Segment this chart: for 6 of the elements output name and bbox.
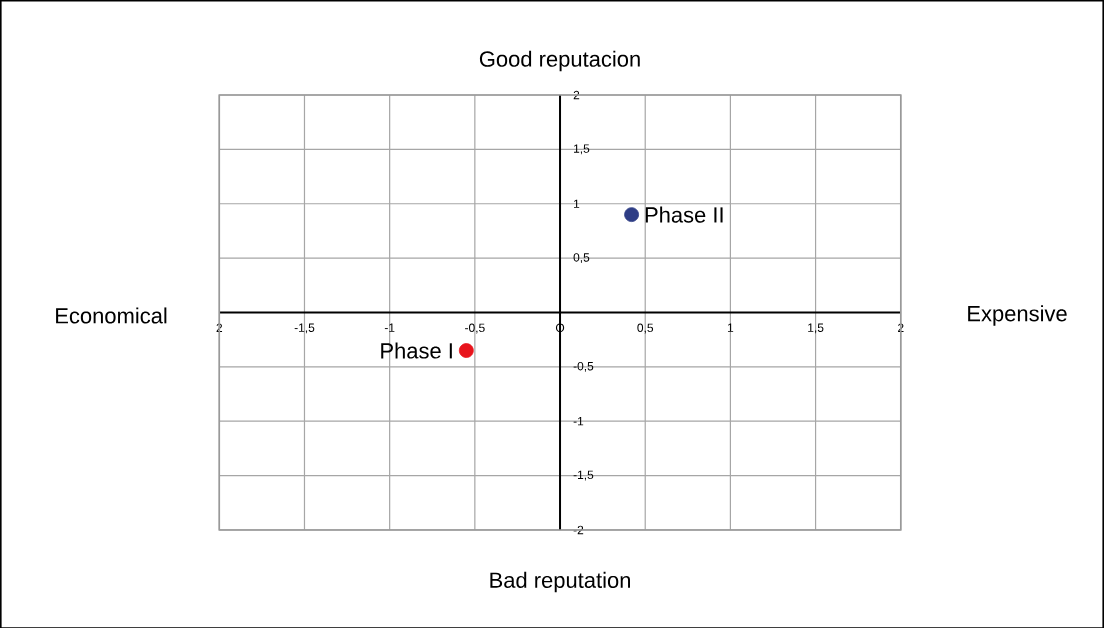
series-label: Phase I: [381, 342, 452, 359]
text: Bad reputation: [490, 571, 630, 592]
text: Economical: [56, 306, 167, 324]
text: Good reputacion: [479, 50, 640, 71]
series-label: Phase II: [645, 206, 723, 223]
text: Expensive: [968, 304, 1067, 326]
